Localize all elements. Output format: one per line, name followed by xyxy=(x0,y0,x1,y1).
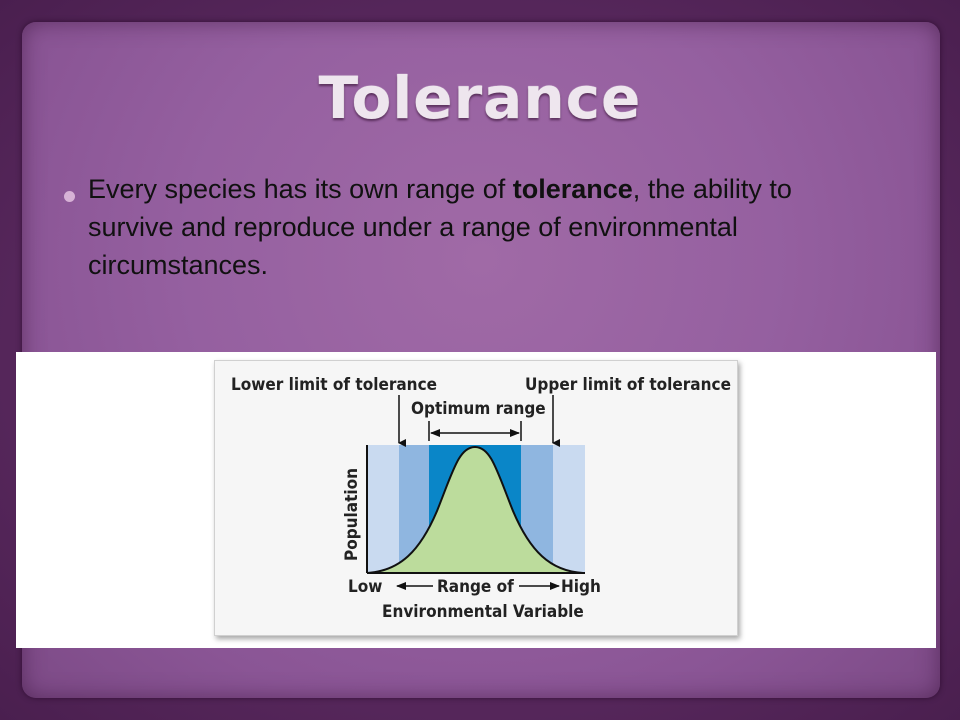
bullet-text: Every species has its own range of toler… xyxy=(88,170,878,284)
x-range-label-line2: Environmental Variable xyxy=(382,602,584,622)
bullet-text-prefix: Every species has its own range of xyxy=(88,174,513,204)
x-high-label: High xyxy=(561,577,601,597)
outer-zone-right xyxy=(553,445,585,573)
population-curve xyxy=(366,445,584,574)
lower-limit-label: Lower limit of tolerance xyxy=(231,375,437,395)
optimum-range-label: Optimum range xyxy=(411,399,546,419)
x-low-label: Low xyxy=(348,577,382,597)
bullet-text-bold: tolerance xyxy=(512,174,633,204)
tolerance-diagram-svg: Lower limit of tolerance Upper limit of … xyxy=(231,375,731,622)
upper-limit-label: Upper limit of tolerance xyxy=(525,375,731,395)
bullet-text-suffix: , the ability to survive and reproduce u… xyxy=(88,174,792,280)
x-range-label-line1: Range of xyxy=(437,577,514,597)
y-axis-label: Population xyxy=(342,468,362,561)
outer-zone-left xyxy=(367,445,399,573)
slide-title: Tolerance xyxy=(318,64,642,132)
tolerance-diagram: Lower limit of tolerance Upper limit of … xyxy=(214,360,738,636)
bullet-dot xyxy=(64,191,75,202)
